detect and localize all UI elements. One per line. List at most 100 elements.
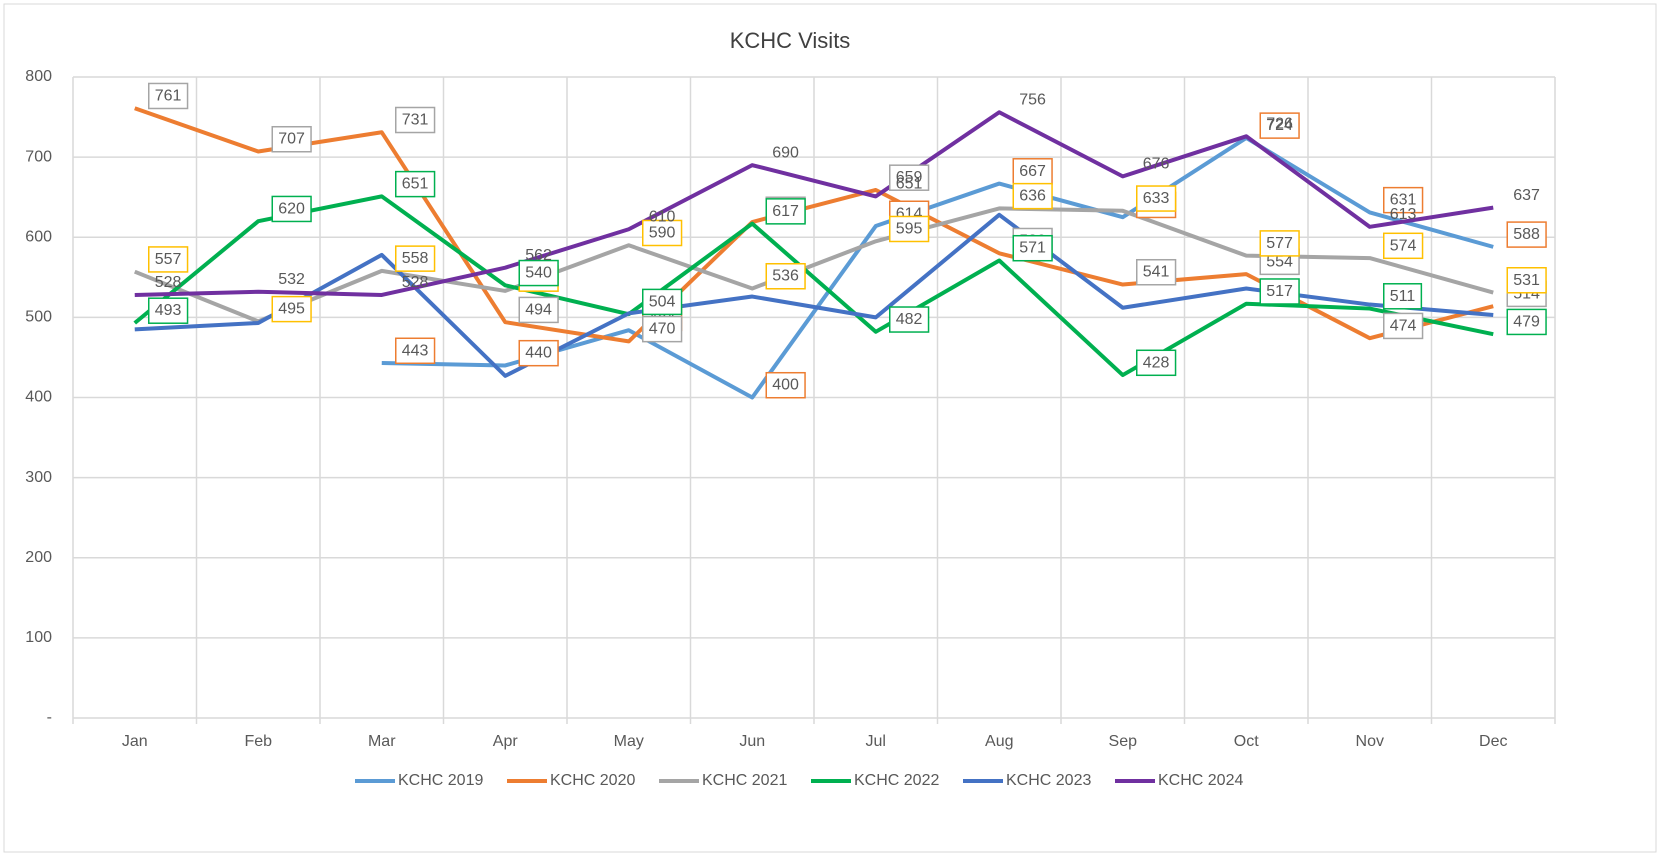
- data-label: 562: [525, 247, 552, 264]
- x-tick-label: Sep: [1109, 733, 1138, 750]
- data-label-box: [148, 246, 189, 273]
- data-label: 482: [896, 311, 923, 328]
- data-label-box: [271, 295, 312, 323]
- y-tick-label: 200: [25, 549, 52, 566]
- data-label: 731: [402, 112, 429, 129]
- data-label-box: [1136, 185, 1177, 212]
- data-label: 631: [1390, 192, 1417, 209]
- data-label: 613: [1390, 206, 1417, 223]
- data-label: 690: [772, 144, 799, 161]
- x-tick-label: Jun: [739, 733, 765, 750]
- data-label-box: [1259, 230, 1300, 257]
- data-label-box: [395, 170, 436, 198]
- data-label-box: [765, 371, 806, 399]
- x-tick-label: Nov: [1356, 733, 1384, 750]
- data-label-box: [1383, 186, 1424, 214]
- data-label-box: [642, 219, 683, 247]
- data-label: 617: [772, 203, 799, 220]
- legend-label: KCHC 2021: [702, 772, 787, 789]
- data-label-box: [765, 198, 806, 225]
- data-label: 528: [155, 274, 182, 291]
- data-label: 495: [278, 301, 305, 318]
- data-label: 620: [278, 200, 305, 217]
- data-label: 637: [1513, 187, 1540, 204]
- y-tick-label: 700: [25, 148, 52, 165]
- data-label: 541: [1143, 264, 1170, 281]
- data-label-box: [1383, 312, 1424, 340]
- data-label-box: [395, 337, 436, 365]
- data-label-box: [1383, 232, 1424, 260]
- data-label-box: [1012, 158, 1053, 185]
- data-label-box: [1383, 283, 1423, 310]
- data-label: 532: [278, 271, 305, 288]
- data-label: 756: [1019, 91, 1046, 108]
- data-label-box: [889, 215, 930, 243]
- data-label: 557: [155, 251, 182, 268]
- data-label: 517: [1266, 283, 1293, 300]
- data-label: 554: [1266, 253, 1293, 270]
- legend-label: KCHC 2024: [1158, 772, 1243, 789]
- data-label: 707: [278, 131, 305, 148]
- data-label: 400: [772, 377, 799, 394]
- data-label: 479: [1513, 313, 1540, 330]
- data-label: 590: [649, 224, 676, 241]
- data-label: 504: [649, 293, 676, 310]
- data-label: 470: [649, 321, 676, 338]
- data-label: 536: [772, 268, 799, 285]
- data-label-box: [395, 106, 436, 134]
- data-label-box: [148, 82, 189, 110]
- legend-label: KCHC 2022: [854, 772, 939, 789]
- data-label: 558: [402, 250, 429, 267]
- data-label-box: [765, 262, 806, 290]
- data-label: 574: [1390, 237, 1417, 254]
- data-label-box: [642, 288, 683, 316]
- data-label-box: [148, 297, 189, 324]
- data-label: 531: [1513, 272, 1540, 289]
- data-label: 724: [1266, 117, 1293, 134]
- data-label: 595: [896, 220, 923, 237]
- data-labels: 4434404844006146676257246315887617077314…: [148, 82, 1547, 399]
- data-label-box: [395, 245, 436, 272]
- chart-frame: [3, 3, 1657, 853]
- data-label-box: [1506, 221, 1547, 248]
- data-label: 667: [1019, 163, 1046, 180]
- data-label: 493: [155, 302, 182, 319]
- data-label: 440: [525, 345, 552, 362]
- y-tick-label: 100: [25, 629, 52, 646]
- data-label-box: [1012, 234, 1053, 262]
- legend-label: KCHC 2023: [1006, 772, 1091, 789]
- data-label: 651: [896, 176, 923, 193]
- data-label: 494: [525, 301, 552, 318]
- data-label-box: [889, 306, 930, 333]
- data-label: 540: [525, 265, 552, 282]
- y-tick-label: 800: [25, 68, 52, 85]
- legend-label: KCHC 2020: [550, 772, 635, 789]
- data-label: 443: [402, 342, 429, 359]
- data-label: 428: [1143, 354, 1170, 371]
- data-label: 474: [1390, 317, 1417, 334]
- data-label-box: [518, 339, 559, 367]
- data-label-box: [1259, 112, 1300, 139]
- x-tick-label: Apr: [493, 733, 519, 750]
- data-label-box: [642, 315, 683, 343]
- data-label-box: [271, 195, 312, 223]
- x-tick-label: Dec: [1479, 733, 1507, 750]
- data-label-box: [1506, 308, 1547, 336]
- data-label: 676: [1143, 156, 1170, 173]
- series-line: [381, 135, 1494, 400]
- y-tick-label: -: [47, 709, 52, 726]
- data-label: 761: [155, 87, 182, 104]
- data-label: 636: [1019, 188, 1046, 205]
- grid: [72, 76, 1556, 724]
- data-label: 571: [1019, 240, 1046, 257]
- data-label-box: [1136, 349, 1177, 377]
- data-label-box: [1012, 182, 1053, 210]
- data-label: 511: [1390, 288, 1416, 305]
- data-label-box: [271, 125, 312, 153]
- x-tick-label: Mar: [368, 733, 396, 750]
- y-tick-label: 600: [25, 228, 52, 245]
- x-tick-label: May: [614, 733, 644, 750]
- data-label: 588: [1513, 226, 1540, 243]
- x-tick-label: Oct: [1234, 733, 1259, 750]
